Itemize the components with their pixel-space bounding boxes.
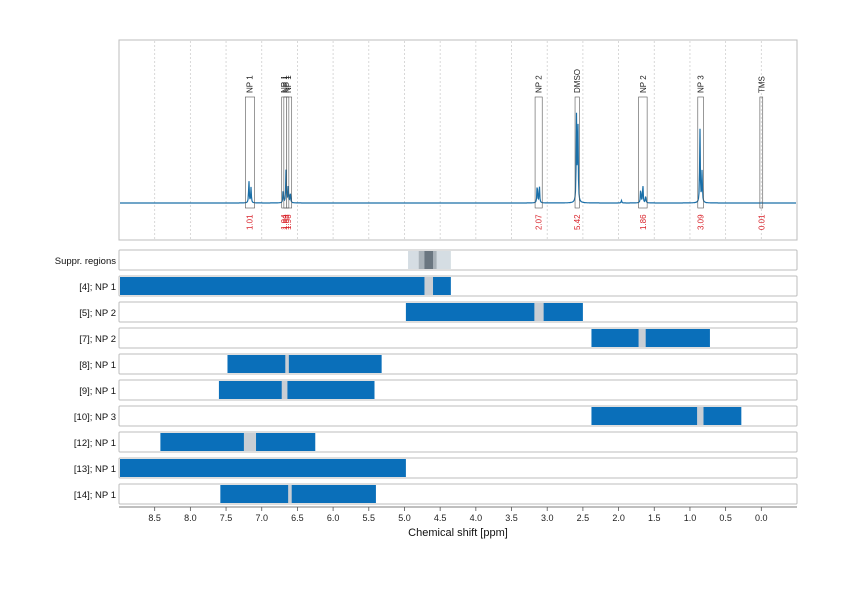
peak-label: DMSO [573, 69, 582, 93]
x-tick-label: 0.0 [755, 513, 768, 523]
integral-label: 3.09 [697, 214, 706, 230]
signal-bar [405, 303, 583, 321]
spectrum-panel [118, 39, 798, 241]
peak-region-box [534, 96, 543, 209]
integral-label: 5.42 [573, 214, 582, 230]
x-tick-label: 8.5 [148, 513, 161, 523]
x-tick-label: 2.0 [612, 513, 625, 523]
peak-label: NP 1 [284, 75, 293, 93]
peak-region-box [574, 96, 580, 209]
integral-label: 1.01 [246, 214, 255, 230]
x-tick-label: 1.5 [648, 513, 661, 523]
peak-label: NP 2 [639, 75, 648, 93]
peak-region-box [638, 96, 648, 209]
integral-label: 0.01 [757, 214, 766, 230]
peak-region-box [245, 96, 255, 209]
peak-region-box [697, 96, 704, 209]
signal-bar [120, 459, 406, 477]
peak-label: NP 1 [282, 75, 291, 93]
x-tick-label: 5.0 [398, 513, 411, 523]
x-tick-label: 3.0 [541, 513, 554, 523]
excluded-region [697, 407, 704, 425]
signal-bar [591, 407, 742, 425]
x-axis-label: Chemical shift [ppm] [408, 527, 508, 539]
excluded-region [285, 355, 289, 373]
peak-label: NP 3 [697, 75, 706, 93]
signal-bar [220, 485, 376, 503]
x-tick-label: 0.5 [719, 513, 732, 523]
peak-region-box [759, 96, 764, 209]
signal-bar [227, 355, 382, 373]
peak-region-box [283, 96, 290, 209]
row-label: Suppr. regions [55, 256, 117, 267]
row-track [118, 249, 798, 271]
peak-label: NP 2 [535, 75, 544, 93]
excluded-region [288, 485, 292, 503]
row-label: [9]; NP 1 [79, 386, 116, 397]
excluded-region [281, 381, 288, 399]
integral-label: 1.94 [280, 214, 289, 230]
integral-label: 2.07 [535, 214, 544, 230]
row-label: [7]; NP 2 [79, 334, 116, 345]
x-tick-label: 7.0 [255, 513, 268, 523]
x-tick-label: 6.0 [327, 513, 340, 523]
x-tick-label: 7.5 [220, 513, 233, 523]
spectrum-trace [120, 112, 796, 204]
row-label: [10]; NP 3 [74, 412, 116, 423]
peak-label: TMS [757, 76, 766, 93]
excluded-region [638, 329, 646, 347]
x-tick-label: 4.0 [470, 513, 483, 523]
signal-bar [591, 329, 710, 347]
signal-bar [160, 433, 316, 451]
x-tick-label: 6.5 [291, 513, 304, 523]
signal-bar [218, 381, 375, 399]
x-tick-label: 2.5 [577, 513, 590, 523]
integral-label: 1.96 [284, 214, 293, 230]
peak-region-box [286, 96, 293, 209]
excluded-region [243, 433, 257, 451]
signal-bar [120, 277, 451, 295]
x-tick-label: 1.0 [684, 513, 697, 523]
row-label: [12]; NP 1 [74, 438, 116, 449]
integral-label: 1.86 [639, 214, 648, 230]
x-tick-label: 4.5 [434, 513, 447, 523]
x-tick-label: 5.5 [363, 513, 376, 523]
row-label: [8]; NP 1 [79, 360, 116, 371]
x-tick-label: 3.5 [505, 513, 518, 523]
peak-label: NP 1 [246, 75, 255, 93]
x-tick-label: 8.0 [184, 513, 197, 523]
row-label: [4]; NP 1 [79, 282, 116, 293]
suppr-region [424, 251, 434, 269]
peak-label: NP 1 [280, 75, 289, 93]
row-label: [5]; NP 2 [79, 308, 116, 319]
row-label: [14]; NP 1 [74, 490, 116, 501]
excluded-region [424, 277, 434, 295]
row-label: [13]; NP 1 [74, 464, 116, 475]
row-track [118, 353, 798, 375]
integral-label: 1.93 [282, 214, 291, 230]
excluded-region [534, 303, 544, 321]
